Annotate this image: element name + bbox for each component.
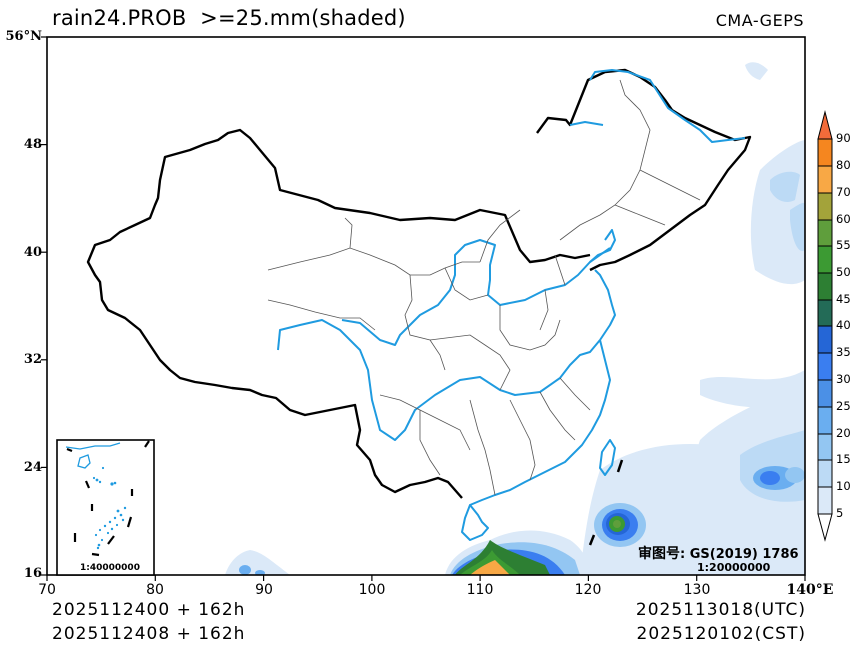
colorbar-label: 45: [836, 292, 851, 306]
x-tick-90: 90: [255, 582, 273, 598]
x-tick-120: 120: [574, 582, 602, 598]
review-number: : GS(2019) 1786: [680, 547, 799, 562]
colorbar: [817, 110, 833, 542]
colorbar-label: 70: [836, 185, 851, 199]
colorbar-label: 5: [836, 506, 844, 520]
provincial-borders: [267, 79, 701, 496]
y-tick-48: 48: [23, 137, 42, 152]
colorbar-label: 20: [836, 426, 851, 440]
colorbar-label: 50: [836, 265, 851, 279]
colorbar-label: 25: [836, 399, 851, 413]
y-tick-32: 32: [23, 352, 42, 367]
colorbar-label: 55: [836, 238, 851, 252]
national-border: [86, 68, 752, 499]
x-tick-110: 110: [466, 582, 494, 598]
colorbar-label: 80: [836, 158, 851, 172]
rivers-coastline: [277, 69, 746, 541]
colorbar-label: 60: [836, 212, 851, 226]
y-tick-56: 56°N: [5, 29, 42, 44]
x-axis-ticks: [46, 575, 806, 581]
colorbar-label: 35: [836, 345, 851, 359]
init-time-cst: 2025112408 + 162h: [52, 624, 246, 644]
plot-frame: [46, 36, 806, 576]
valid-time-cst: 2025120102(CST): [636, 624, 806, 644]
y-axis-ticks: [41, 36, 47, 576]
y-tick-16: 16: [23, 566, 42, 581]
inset-map-scale: 1:40000000: [80, 563, 140, 573]
chart-title: rain24.PROB >=25.mm(shaded): [52, 6, 406, 30]
review-label: 审图号: [638, 546, 680, 562]
x-tick-140: 140°E: [786, 582, 834, 598]
main-map-scale: 1:20000000: [697, 561, 771, 574]
colorbar-label: 10: [836, 479, 851, 493]
y-tick-40: 40: [23, 245, 42, 260]
x-tick-130: 130: [683, 582, 711, 598]
colorbar-label: 30: [836, 372, 851, 386]
valid-time-utc: 2025113018(UTC): [635, 600, 806, 620]
colorbar-label: 15: [836, 452, 851, 466]
colorbar-label: 90: [836, 131, 851, 145]
x-tick-70: 70: [38, 582, 56, 598]
model-source-label: CMA-GEPS: [715, 11, 804, 30]
map-review-number: 审图号: GS(2019) 1786: [638, 543, 799, 563]
x-tick-80: 80: [146, 582, 164, 598]
probability-shading: [225, 62, 805, 575]
x-tick-100: 100: [358, 582, 386, 598]
init-time-utc: 2025112400 + 162h: [52, 600, 246, 620]
colorbar-label: 40: [836, 318, 851, 332]
south-china-sea-inset: [56, 439, 155, 576]
dash-lines: [588, 459, 624, 546]
y-tick-24: 24: [23, 460, 42, 475]
